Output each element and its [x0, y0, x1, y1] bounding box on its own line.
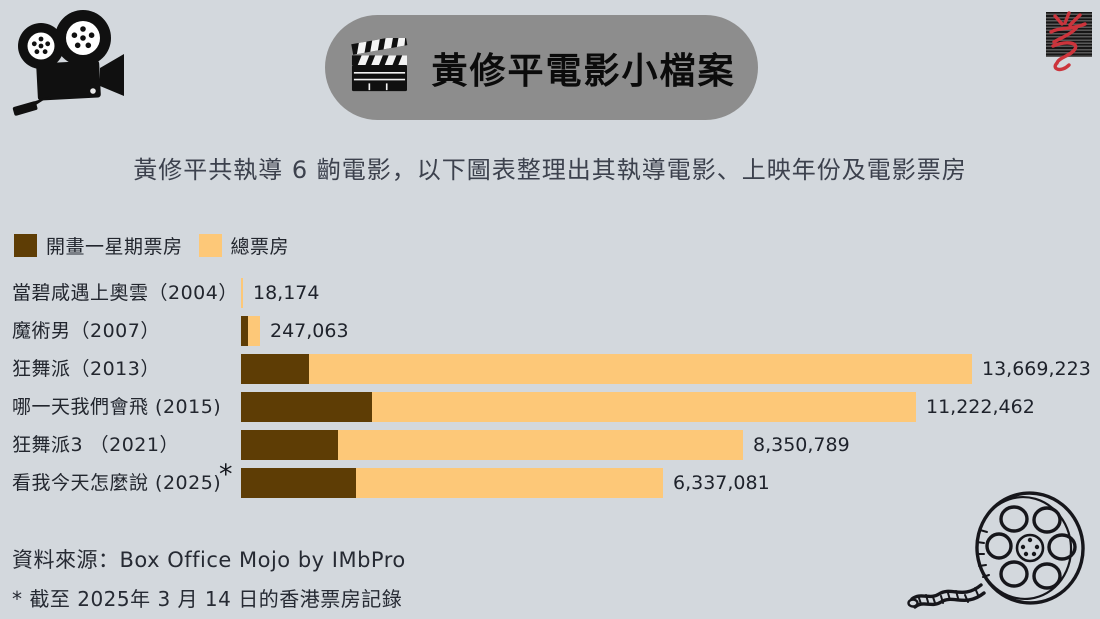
legend-swatch-total: [198, 234, 222, 257]
subtitle: 黃修平共執導 6 齣電影，以下圖表整理出其執導電影、上映年份及電影票房: [133, 156, 967, 184]
title-banner: 黃修平電影小檔案: [325, 15, 758, 120]
legend-item-opening-week: 開畫一星期票房: [14, 232, 183, 259]
chart-row: 當碧咸遇上奧雲（2004） 18,174: [0, 278, 1100, 308]
total-box-office-bar: [338, 430, 743, 460]
chart-row: 看我今天怎麼說 (2025) * 6,337,081: [0, 459, 1100, 498]
value-label: 247,063: [270, 320, 349, 342]
total-box-office-bar: [372, 392, 916, 422]
value-label: 13,669,223: [982, 358, 1091, 380]
movie-label: 看我今天怎麼說 (2025): [12, 472, 222, 494]
legend-swatch-opening-week: [14, 234, 37, 257]
clapperboard-icon: [347, 34, 411, 98]
movie-camera-icon: [8, 6, 130, 122]
value-label: 18,174: [253, 282, 320, 304]
value-label: 6,337,081: [673, 472, 770, 494]
bar-chart: 當碧咸遇上奧雲（2004） 18,174 魔術男（2007） 247,063 狂舞派（2…: [0, 278, 1100, 508]
data-source: 資料來源：Box Office Mojo by IMbPro: [12, 548, 406, 572]
total-box-office-bar: [309, 354, 972, 384]
chart-row: 狂舞派（2013） 13,669,223: [0, 354, 1100, 384]
legend-label-opening-week: 開畫一星期票房: [46, 236, 183, 258]
total-box-office-bar: [248, 316, 260, 346]
movie-label: 當碧咸遇上奧雲（2004）: [12, 282, 238, 304]
opening-week-bar: [241, 316, 248, 346]
legend: 開畫一星期票房 總票房: [14, 232, 289, 259]
footnote: * 截至 2025年 3 月 14 日的香港票房記錄: [12, 587, 403, 611]
opening-week-bar: [241, 430, 338, 460]
chart-row: 魔術男（2007） 247,063: [0, 316, 1100, 346]
value-label: 11,222,462: [926, 396, 1035, 418]
opening-week-bar: [241, 392, 372, 422]
opening-week-bar: [241, 468, 356, 498]
legend-label-total: 總票房: [230, 236, 290, 258]
page-title: 黃修平電影小檔案: [431, 50, 736, 92]
footnote-marker: *: [219, 459, 233, 490]
red-calligraphy-logo-icon: [1044, 8, 1094, 72]
total-box-office-bar: [241, 278, 243, 308]
movie-label: 魔術男（2007）: [12, 320, 160, 342]
opening-week-bar: [241, 354, 309, 384]
movie-label: 狂舞派3 （2021）: [12, 434, 179, 456]
chart-row: 哪一天我們會飛 (2015) 11,222,462: [0, 392, 1100, 422]
movie-label: 狂舞派（2013）: [12, 358, 160, 380]
value-label: 8,350,789: [753, 434, 850, 456]
chart-row: 狂舞派3 （2021） 8,350,789: [0, 430, 1100, 460]
movie-label: 哪一天我們會飛 (2015): [12, 396, 222, 418]
legend-item-total: 總票房: [198, 232, 290, 259]
film-reel-icon: [903, 490, 1099, 619]
total-box-office-bar: [356, 468, 663, 498]
